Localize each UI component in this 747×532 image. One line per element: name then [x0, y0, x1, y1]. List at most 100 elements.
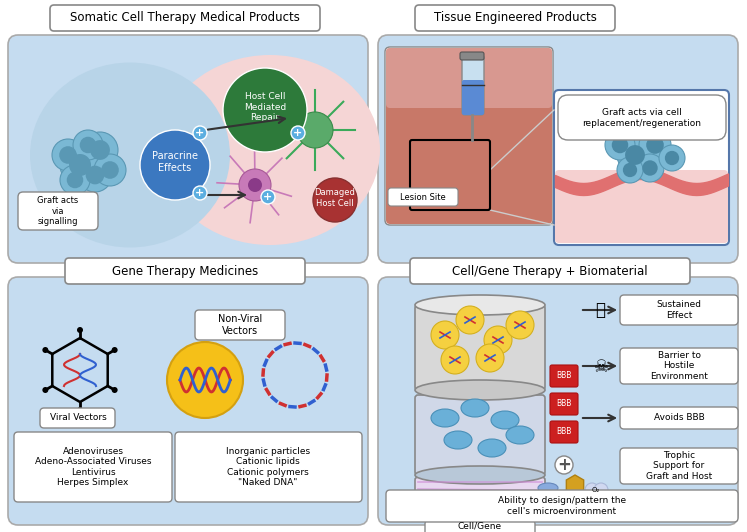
Circle shape	[193, 126, 207, 140]
Circle shape	[60, 145, 100, 185]
Circle shape	[90, 140, 110, 160]
Ellipse shape	[431, 409, 459, 427]
Text: Non-Viral
Vectors: Non-Viral Vectors	[218, 314, 262, 336]
Circle shape	[639, 129, 671, 161]
Text: Gene Therapy Medicines: Gene Therapy Medicines	[112, 264, 258, 278]
FancyBboxPatch shape	[65, 258, 305, 284]
Ellipse shape	[415, 466, 545, 484]
Circle shape	[646, 136, 664, 154]
Circle shape	[101, 161, 119, 179]
Circle shape	[193, 186, 207, 200]
FancyBboxPatch shape	[620, 295, 738, 325]
Circle shape	[82, 132, 118, 168]
Circle shape	[140, 130, 210, 200]
Ellipse shape	[461, 399, 489, 417]
Circle shape	[78, 158, 112, 192]
FancyBboxPatch shape	[550, 421, 578, 443]
Text: Lesion Site: Lesion Site	[400, 193, 446, 202]
FancyBboxPatch shape	[558, 95, 726, 140]
Text: BBB: BBB	[557, 400, 571, 409]
FancyBboxPatch shape	[550, 365, 578, 387]
Circle shape	[291, 126, 305, 140]
Circle shape	[60, 165, 90, 195]
FancyBboxPatch shape	[18, 192, 98, 230]
Circle shape	[86, 165, 105, 185]
Circle shape	[594, 483, 608, 497]
Circle shape	[617, 137, 653, 173]
FancyBboxPatch shape	[415, 5, 615, 31]
FancyBboxPatch shape	[410, 258, 690, 284]
FancyBboxPatch shape	[462, 55, 484, 115]
FancyBboxPatch shape	[8, 277, 368, 525]
Circle shape	[297, 112, 333, 148]
FancyBboxPatch shape	[388, 188, 458, 206]
Circle shape	[617, 157, 643, 183]
Circle shape	[111, 387, 117, 393]
Circle shape	[484, 326, 512, 354]
Circle shape	[431, 321, 459, 349]
Text: BBB: BBB	[557, 371, 571, 380]
FancyBboxPatch shape	[378, 35, 738, 263]
Text: +: +	[294, 128, 303, 138]
Circle shape	[52, 139, 84, 171]
Circle shape	[585, 483, 599, 497]
FancyBboxPatch shape	[554, 90, 729, 245]
FancyBboxPatch shape	[425, 520, 535, 532]
FancyBboxPatch shape	[386, 490, 738, 522]
Text: Graft acts
via
signalling: Graft acts via signalling	[37, 196, 78, 226]
Text: Paracrine
Effects: Paracrine Effects	[152, 151, 198, 173]
Text: Trophic
Support for
Graft and Host: Trophic Support for Graft and Host	[646, 451, 712, 481]
Text: Host Cell
Mediated
Repair: Host Cell Mediated Repair	[244, 92, 286, 122]
Text: Barrier to
Hostile
Environment: Barrier to Hostile Environment	[650, 351, 708, 381]
Text: Cell/Gene
+Biomaterial: Cell/Gene +Biomaterial	[450, 522, 510, 532]
Circle shape	[612, 137, 628, 153]
FancyBboxPatch shape	[378, 277, 738, 525]
Ellipse shape	[506, 426, 534, 444]
Text: Ability to design/pattern the
cell's microenvironment: Ability to design/pattern the cell's mic…	[498, 496, 626, 516]
Text: Cell/Gene Therapy + Biomaterial: Cell/Gene Therapy + Biomaterial	[452, 264, 648, 278]
Circle shape	[261, 190, 275, 204]
FancyBboxPatch shape	[386, 48, 552, 224]
Text: Avoids BBB: Avoids BBB	[654, 413, 704, 422]
Circle shape	[167, 342, 243, 418]
Circle shape	[623, 163, 637, 177]
Text: Inorganic particles
Cationic lipids
Cationic polymers
"Naked DNA": Inorganic particles Cationic lipids Cati…	[226, 447, 310, 487]
FancyBboxPatch shape	[555, 170, 728, 243]
Circle shape	[625, 145, 645, 165]
Text: ☠: ☠	[594, 358, 609, 376]
Text: +: +	[264, 192, 273, 202]
Circle shape	[555, 456, 573, 474]
FancyBboxPatch shape	[620, 407, 738, 429]
Ellipse shape	[415, 380, 545, 400]
Circle shape	[223, 68, 307, 152]
FancyBboxPatch shape	[415, 477, 545, 517]
Ellipse shape	[491, 411, 519, 429]
FancyBboxPatch shape	[385, 47, 553, 225]
FancyBboxPatch shape	[40, 408, 115, 428]
Circle shape	[642, 160, 657, 176]
FancyBboxPatch shape	[460, 52, 484, 60]
Circle shape	[59, 146, 77, 164]
Circle shape	[605, 130, 635, 160]
FancyBboxPatch shape	[8, 35, 368, 263]
Text: +: +	[196, 128, 205, 138]
Ellipse shape	[538, 483, 558, 493]
Ellipse shape	[478, 439, 506, 457]
FancyBboxPatch shape	[195, 310, 285, 340]
Circle shape	[665, 151, 679, 165]
Text: O₂: O₂	[592, 487, 600, 493]
Text: Damaged
Host Cell: Damaged Host Cell	[314, 188, 356, 207]
FancyBboxPatch shape	[462, 80, 484, 115]
FancyBboxPatch shape	[415, 305, 545, 390]
Polygon shape	[566, 475, 583, 495]
FancyBboxPatch shape	[620, 348, 738, 384]
Circle shape	[94, 154, 126, 186]
Circle shape	[248, 178, 262, 192]
Ellipse shape	[30, 62, 230, 247]
FancyBboxPatch shape	[14, 432, 172, 502]
Circle shape	[80, 137, 96, 153]
Circle shape	[43, 347, 49, 353]
Text: ⏳: ⏳	[595, 301, 605, 319]
Text: Somatic Cell Therapy Medical Products: Somatic Cell Therapy Medical Products	[70, 12, 300, 24]
Text: +: +	[196, 188, 205, 198]
